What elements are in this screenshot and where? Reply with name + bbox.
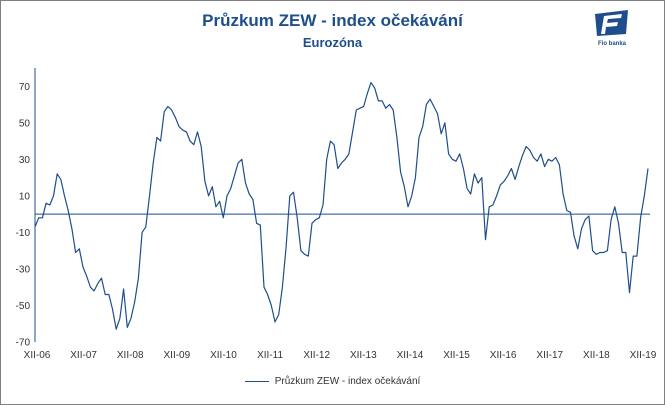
x-tick-label: XII-06: [24, 350, 51, 361]
chart-title: Průzkum ZEW - index očekávání: [202, 11, 463, 30]
y-tick-label: -50: [16, 301, 31, 312]
y-tick-label: -70: [16, 338, 31, 349]
y-tick-label: 50: [19, 118, 31, 129]
x-tick-label: XII-08: [117, 350, 144, 361]
x-tick-label: XII-18: [583, 350, 610, 361]
svg-text:Fio banka: Fio banka: [598, 41, 627, 47]
x-tick-label: XII-13: [350, 350, 377, 361]
x-tick-label: XII-19: [630, 350, 657, 361]
legend-label: Průzkum ZEW - index očekávání: [274, 376, 421, 387]
x-tick-label: XII-10: [210, 350, 237, 361]
x-tick-label: XII-12: [303, 350, 330, 361]
y-tick-label: -30: [16, 264, 31, 275]
y-tick-label: 30: [19, 155, 31, 166]
x-tick-label: XII-14: [397, 350, 424, 361]
y-tick-label: 70: [19, 82, 31, 93]
x-tick-label: XII-07: [70, 350, 97, 361]
fio-banka-logo: Fio banka: [592, 8, 632, 48]
legend-swatch: [244, 380, 269, 382]
y-tick-label: 10: [19, 191, 31, 202]
y-tick-label: -10: [16, 228, 31, 239]
chart-subtitle: Eurozóna: [302, 35, 363, 50]
series-line: [34, 82, 649, 330]
x-tick-label: XII-11: [257, 350, 283, 361]
x-tick-label: XII-15: [443, 350, 470, 361]
legend: Průzkum ZEW - index očekávání: [0, 376, 665, 387]
x-tick-label: XII-16: [490, 350, 517, 361]
x-tick-label: XII-09: [164, 350, 191, 361]
x-tick-label: XII-17: [536, 350, 563, 361]
